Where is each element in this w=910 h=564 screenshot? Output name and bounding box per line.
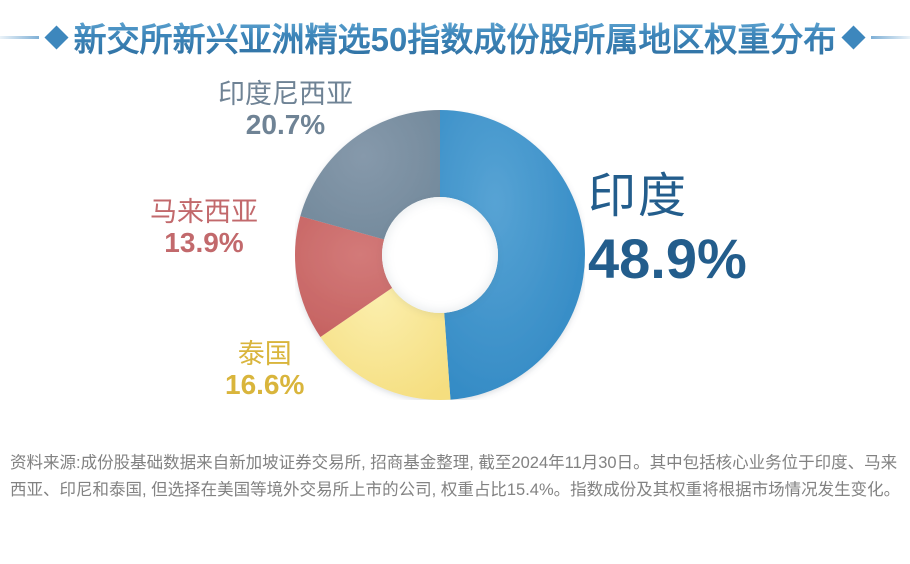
slice-india (440, 110, 585, 400)
slice-label-thailand: 泰国 16.6% (225, 339, 304, 401)
donut-svg (295, 110, 585, 400)
slice-label-india-value: 48.9% (588, 226, 747, 290)
page-title: 新交所新兴亚洲精选50指数成份股所属地区权重分布 (0, 14, 910, 60)
donut-hole (382, 197, 498, 313)
slice-label-india-name: 印度 (588, 170, 689, 223)
title-rule-left (0, 35, 39, 39)
slice-label-malaysia: 马来西亚 13.9% (150, 197, 258, 259)
page-title-text: 新交所新兴亚洲精选50指数成份股所属地区权重分布 (74, 13, 837, 61)
slice-label-malaysia-value: 13.9% (164, 227, 244, 259)
slice-label-thailand-name: 泰国 (237, 339, 292, 369)
slice-label-indonesia-name: 印度尼西亚 (218, 79, 353, 109)
diamond-right-icon (841, 24, 866, 50)
slice-label-indonesia: 印度尼西亚 20.7% (218, 79, 353, 141)
title-rule-right (871, 35, 910, 39)
slice-label-thailand-value: 16.6% (225, 369, 305, 401)
slice-label-india: 印度 48.9% (588, 170, 747, 290)
donut-chart: 印度尼西亚 20.7% 马来西亚 13.9% 泰国 16.6% 印度 48.9% (0, 62, 910, 432)
slice-label-indonesia-value: 20.7% (245, 109, 326, 141)
slice-label-malaysia-name: 马来西亚 (150, 197, 258, 227)
source-footnote: 资料来源:成份股基础数据来自新加坡证券交易所, 招商基金整理, 截至2024年1… (10, 454, 901, 499)
diamond-left-icon (44, 24, 69, 50)
donut-graphic (295, 110, 585, 400)
